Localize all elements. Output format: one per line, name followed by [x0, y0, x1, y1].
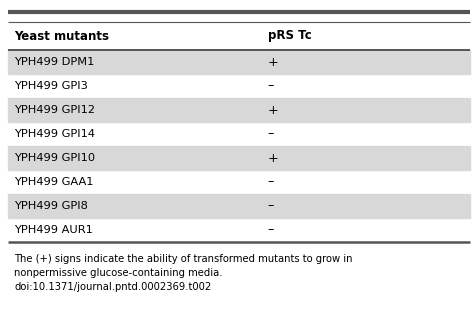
Text: –: –	[268, 176, 274, 188]
Text: Yeast mutants: Yeast mutants	[14, 30, 109, 43]
Text: –: –	[268, 200, 274, 213]
Text: pRS Tc: pRS Tc	[268, 30, 311, 43]
Text: YPH499 GAA1: YPH499 GAA1	[14, 177, 94, 187]
Text: –: –	[268, 127, 274, 140]
Text: YPH499 GPI10: YPH499 GPI10	[14, 153, 95, 163]
Text: YPH499 GPI8: YPH499 GPI8	[14, 201, 88, 211]
Bar	[8, 194, 470, 218]
Text: YPH499 AUR1: YPH499 AUR1	[14, 225, 93, 235]
Bar	[8, 98, 470, 122]
Text: YPH499 GPI12: YPH499 GPI12	[14, 105, 95, 115]
Bar	[8, 146, 470, 170]
Text: –: –	[268, 80, 274, 93]
Text: +: +	[268, 56, 279, 69]
Text: doi:10.1371/journal.pntd.0002369.t002: doi:10.1371/journal.pntd.0002369.t002	[14, 282, 211, 292]
Text: The (+) signs indicate the ability of transformed mutants to grow in: The (+) signs indicate the ability of tr…	[14, 254, 353, 264]
Bar	[8, 50, 470, 74]
Text: YPH499 GPI14: YPH499 GPI14	[14, 129, 95, 139]
Text: +: +	[268, 151, 279, 164]
Text: –: –	[268, 224, 274, 237]
Text: +: +	[268, 103, 279, 116]
Text: YPH499 DPM1: YPH499 DPM1	[14, 57, 95, 67]
Text: nonpermissive glucose-containing media.: nonpermissive glucose-containing media.	[14, 268, 223, 278]
Text: YPH499 GPI3: YPH499 GPI3	[14, 81, 88, 91]
